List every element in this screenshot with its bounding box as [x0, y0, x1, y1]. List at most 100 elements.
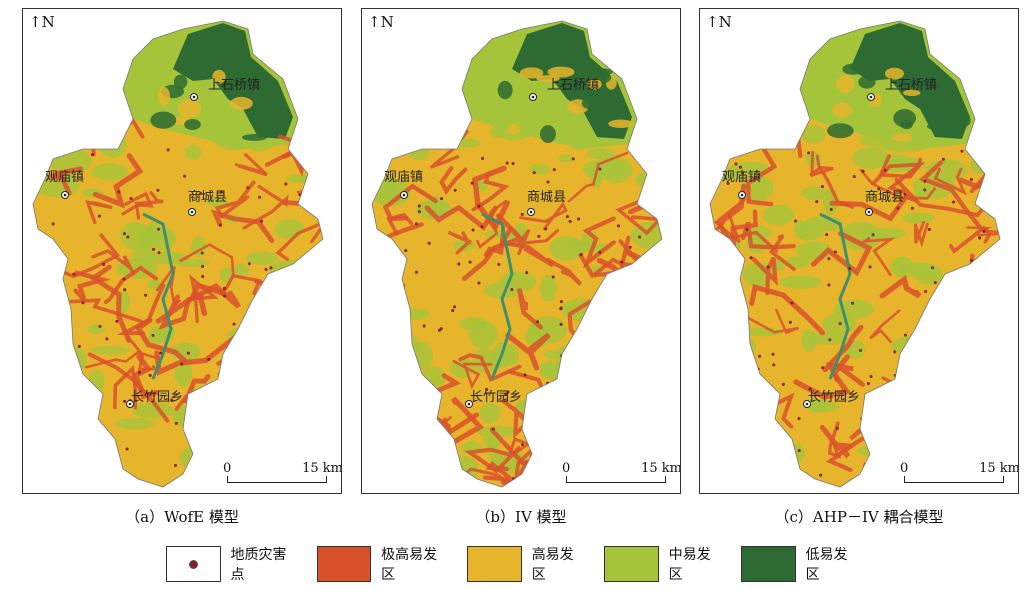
very-high-belt [49, 166, 83, 196]
hazard-point [491, 427, 495, 431]
medium-patch [387, 259, 402, 275]
hazard-point [125, 447, 129, 451]
terrain-patch [918, 66, 939, 82]
very-high-belt [755, 442, 783, 481]
medium-patch [938, 289, 962, 303]
hazard-point [890, 425, 894, 429]
river [142, 212, 175, 380]
hazard-point [212, 424, 216, 428]
hazard-point [504, 392, 508, 396]
legend-item-very-high: 极高易发区 [316, 544, 456, 584]
very-high-belt [91, 249, 136, 276]
medium-patch [99, 133, 127, 158]
scale-start: 0 [223, 461, 232, 476]
terrain-patch [581, 97, 599, 110]
high-swatch [467, 546, 522, 582]
hazard-point [468, 260, 472, 264]
very-high-belt [962, 398, 1000, 435]
very-high-belt [713, 197, 747, 244]
very-high-belt [904, 402, 945, 447]
medium-patch [559, 395, 597, 421]
very-high-belt [582, 216, 616, 269]
town-marker-center [867, 210, 871, 214]
hazard-point [772, 363, 776, 367]
region-low [850, 23, 970, 139]
very-high-belt [239, 410, 286, 449]
hazard-point [271, 411, 275, 415]
hazard-point [393, 258, 397, 262]
hazard-point [151, 333, 155, 337]
hazard-point [166, 148, 170, 152]
very-high-belt [134, 191, 164, 220]
very-high-belt [751, 256, 778, 296]
medium-patch [306, 146, 323, 160]
medium-patch [430, 439, 457, 457]
hazard-point [197, 389, 201, 393]
hazard-point [480, 225, 484, 229]
very-high-belt [155, 265, 181, 308]
terrain-patch [842, 63, 865, 75]
town-marker-center [128, 402, 132, 406]
medium-patch [91, 163, 128, 181]
hazard-point [980, 444, 984, 448]
hazard-point [157, 227, 161, 231]
hazard-point [598, 250, 602, 254]
hazard-point [306, 263, 310, 267]
hazard-point [559, 306, 563, 310]
hazard-point [180, 362, 184, 366]
very-high-belt [242, 184, 289, 230]
medium-patch [479, 403, 501, 424]
legend-item-high: 高易发区 [467, 544, 592, 584]
hazard-point [903, 333, 907, 337]
hazard-point [417, 204, 421, 208]
legend: 地质灾害点 极高易发区 高易发区 中易发区 低易发区 [166, 545, 878, 583]
medium-patch [228, 374, 268, 402]
very-high-belt [574, 384, 611, 420]
hazard-point [222, 286, 226, 290]
medium-patch [710, 454, 734, 481]
hazard-point [526, 470, 530, 474]
hazard-point [399, 355, 403, 359]
hazard-point [183, 174, 187, 178]
hazard-point [186, 351, 190, 355]
medium-patch [484, 282, 520, 299]
hazard-point [199, 191, 203, 195]
very-high-belt [499, 225, 555, 268]
county-boundary [709, 20, 1001, 488]
medium-patch [285, 174, 321, 183]
hazard-point [781, 382, 785, 386]
terrain-patch [242, 134, 268, 141]
hazard-point [207, 357, 211, 361]
map-panel-a: 上石桥镇 观庙镇 商城县 长竹园乡 ↑N 0 15 km [22, 8, 342, 494]
terrain-patch [184, 119, 201, 131]
hazard-point [616, 224, 620, 228]
hazard-point [228, 355, 232, 359]
scale-end: 15 km [979, 461, 1019, 476]
hazard-point [625, 364, 629, 368]
very-high-belt [210, 209, 275, 243]
hazard-point [129, 196, 133, 200]
medium-patch [144, 222, 164, 245]
place-label: 商城县 [527, 190, 566, 205]
hazard-point [520, 212, 524, 216]
hazard-point [978, 236, 982, 240]
very-high-belt [214, 180, 256, 219]
hazard-point [797, 417, 801, 421]
place-label: 长竹园乡 [470, 390, 522, 405]
hazard-point [81, 301, 85, 305]
hazard-point [639, 401, 643, 405]
hazard-point [506, 390, 510, 394]
hazard-point [858, 349, 862, 353]
medium-patch [145, 251, 188, 265]
hazard-point [525, 407, 529, 411]
very-high-belt [756, 102, 803, 159]
very-high-belt [749, 284, 826, 336]
hazard-point [414, 270, 418, 274]
medium-patch [468, 320, 498, 349]
terrain-patch [265, 83, 278, 92]
very-high-belt [54, 233, 121, 279]
very-high-belt [92, 153, 144, 209]
hazard-point [894, 412, 898, 416]
hazard-point [889, 433, 893, 437]
